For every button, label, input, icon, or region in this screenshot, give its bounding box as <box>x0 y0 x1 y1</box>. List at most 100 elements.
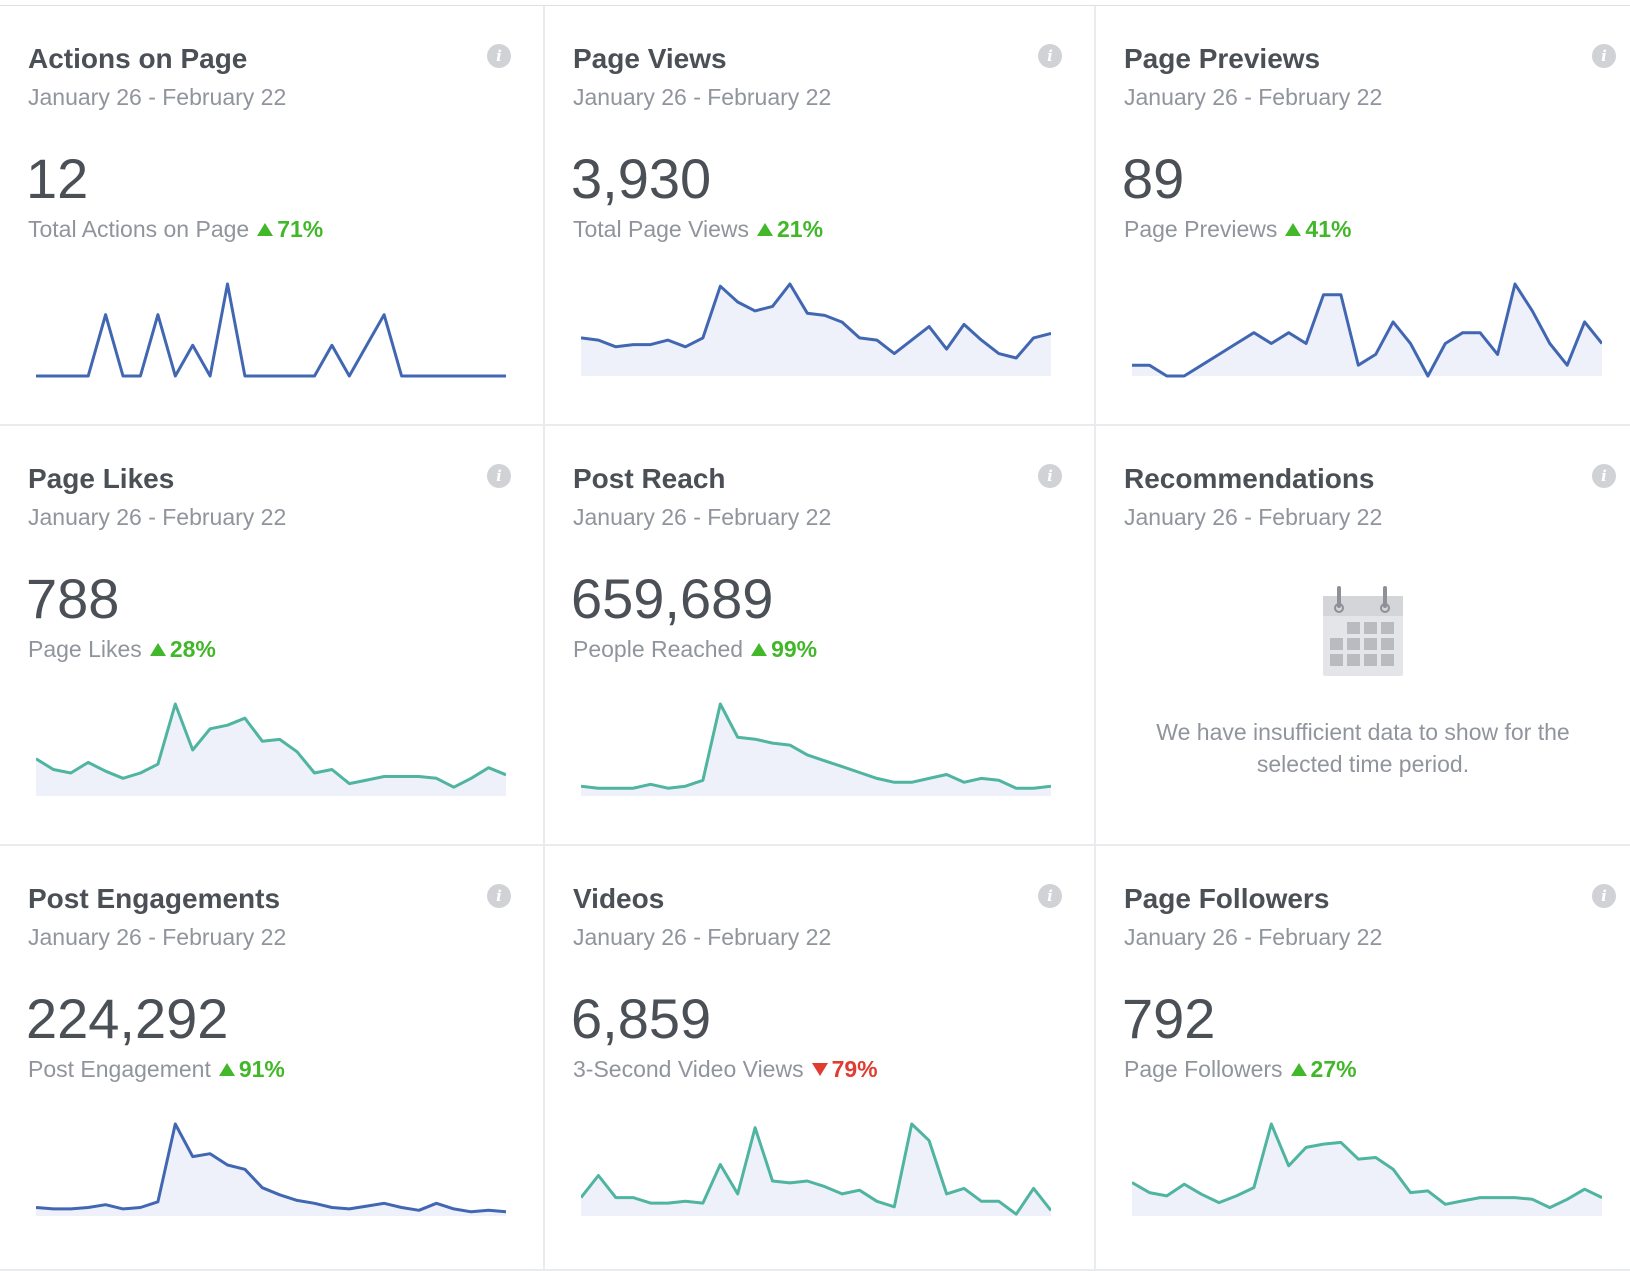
card-title: Page Followers <box>1124 883 1330 914</box>
change-value: 21% <box>777 216 824 242</box>
calendar-icon <box>1321 586 1405 678</box>
metric-label: People Reached <box>573 636 744 662</box>
change-badge: 41% <box>1285 216 1351 243</box>
metric-label: Total Actions on Page <box>28 216 250 242</box>
metric-value: 12 <box>26 147 89 210</box>
metric-label: Page Followers <box>1124 1056 1283 1082</box>
sparkline-chart <box>36 702 506 796</box>
card-recommendations: Recommendations January 26 - February 22… <box>1096 426 1630 846</box>
metric-value: 3,930 <box>571 147 712 210</box>
metric-subline: Total Actions on Page 71% <box>28 216 323 243</box>
sparkline-area <box>1132 1124 1602 1216</box>
metric-value: 788 <box>26 567 120 630</box>
date-range: January 26 - February 22 <box>1124 924 1383 950</box>
empty-state: We have insufficient data to show for th… <box>1096 586 1630 780</box>
sparkline-chart <box>1132 1122 1602 1216</box>
sparkline-chart <box>36 282 506 378</box>
change-badge: 99% <box>751 636 817 663</box>
date-range: January 26 - February 22 <box>28 84 287 110</box>
trend-up-icon <box>1285 223 1302 236</box>
card-title: Post Engagements <box>28 883 281 914</box>
metric-value: 89 <box>1122 147 1185 210</box>
change-badge: 79% <box>811 1056 878 1083</box>
sparkline-area <box>581 284 1051 376</box>
info-icon[interactable]: i <box>1038 884 1062 908</box>
sparkline-line <box>581 702 1051 790</box>
card-title: Recommendations <box>1124 463 1375 494</box>
card-post-engagements: Post Engagements January 26 - February 2… <box>0 846 545 1271</box>
metric-value: 6,859 <box>571 987 712 1050</box>
sparkline-line <box>1132 1122 1602 1210</box>
card-page-likes: Page Likes January 26 - February 22 i 78… <box>0 426 545 846</box>
sparkline-line <box>581 1122 1051 1216</box>
metric-label: 3-Second Video Views <box>573 1056 804 1082</box>
change-value: 41% <box>1305 216 1352 242</box>
card-title: Post Reach <box>573 463 726 494</box>
metric-subline: People Reached 99% <box>573 636 817 663</box>
change-value: 99% <box>771 636 818 662</box>
sparkline-line <box>1132 282 1602 378</box>
card-videos: Videos January 26 - February 22 i 6,859 … <box>545 846 1096 1271</box>
insights-grid: Actions on Page January 26 - February 22… <box>0 5 1630 1271</box>
card-page-views: Page Views January 26 - February 22 i 3,… <box>545 6 1096 426</box>
card-title: Page Likes <box>28 463 175 494</box>
info-icon[interactable]: i <box>487 464 511 488</box>
metric-subline: Page Previews 41% <box>1124 216 1351 243</box>
trend-up-icon <box>751 643 768 656</box>
metric-value: 659,689 <box>571 567 774 630</box>
sparkline-line <box>36 702 506 789</box>
metric-subline: Page Followers 27% <box>1124 1056 1357 1083</box>
sparkline-chart <box>36 1122 506 1216</box>
sparkline-line <box>36 282 506 378</box>
sparkline-chart <box>1132 282 1602 378</box>
change-value: 27% <box>1310 1056 1357 1082</box>
date-range: January 26 - February 22 <box>573 504 832 530</box>
date-range: January 26 - February 22 <box>1124 504 1383 530</box>
sparkline-chart <box>581 702 1051 796</box>
change-value: 28% <box>169 636 216 662</box>
change-value: 79% <box>831 1056 878 1082</box>
card-title: Videos <box>573 883 665 914</box>
trend-up-icon <box>1290 1063 1307 1076</box>
card-title: Page Views <box>573 43 727 74</box>
sparkline-area <box>36 1124 506 1216</box>
sparkline-area <box>581 1124 1051 1216</box>
sparkline-area <box>1132 284 1602 376</box>
sparkline-chart <box>581 282 1051 376</box>
info-icon[interactable]: i <box>1038 44 1062 68</box>
info-icon[interactable]: i <box>1038 464 1062 488</box>
date-range: January 26 - February 22 <box>1124 84 1383 110</box>
metric-subline: Total Page Views 21% <box>573 216 823 243</box>
metric-value: 224,292 <box>26 987 229 1050</box>
metric-value: 792 <box>1122 987 1216 1050</box>
trend-up-icon <box>149 643 166 656</box>
card-title: Actions on Page <box>28 43 248 74</box>
info-icon[interactable]: i <box>487 44 511 68</box>
sparkline-line <box>36 1122 506 1214</box>
change-badge: 71% <box>257 216 323 243</box>
metric-subline: 3-Second Video Views 79% <box>573 1056 878 1083</box>
trend-up-icon <box>257 223 274 236</box>
change-badge: 27% <box>1290 1056 1357 1083</box>
card-page-followers: Page Followers January 26 - February 22 … <box>1096 846 1630 1271</box>
empty-message: We have insufficient data to show for th… <box>1156 719 1570 777</box>
date-range: January 26 - February 22 <box>573 84 832 110</box>
change-value: 71% <box>277 216 324 242</box>
metric-label: Total Page Views <box>573 216 750 242</box>
change-badge: 28% <box>149 636 216 663</box>
info-icon[interactable]: i <box>1592 44 1616 68</box>
trend-up-icon <box>757 223 774 236</box>
info-icon[interactable]: i <box>1592 884 1616 908</box>
sparkline-chart <box>581 1122 1051 1216</box>
metric-subline: Page Likes 28% <box>28 636 216 663</box>
card-post-reach: Post Reach January 26 - February 22 i 65… <box>545 426 1096 846</box>
info-icon[interactable]: i <box>1592 464 1616 488</box>
trend-down-icon <box>811 1063 828 1076</box>
info-icon[interactable]: i <box>487 884 511 908</box>
date-range: January 26 - February 22 <box>28 504 287 530</box>
change-badge: 91% <box>218 1056 285 1083</box>
trend-up-icon <box>218 1063 235 1076</box>
change-badge: 21% <box>757 216 823 243</box>
metric-label: Page Previews <box>1124 216 1278 242</box>
card-page-previews: Page Previews January 26 - February 22 i… <box>1096 6 1630 426</box>
